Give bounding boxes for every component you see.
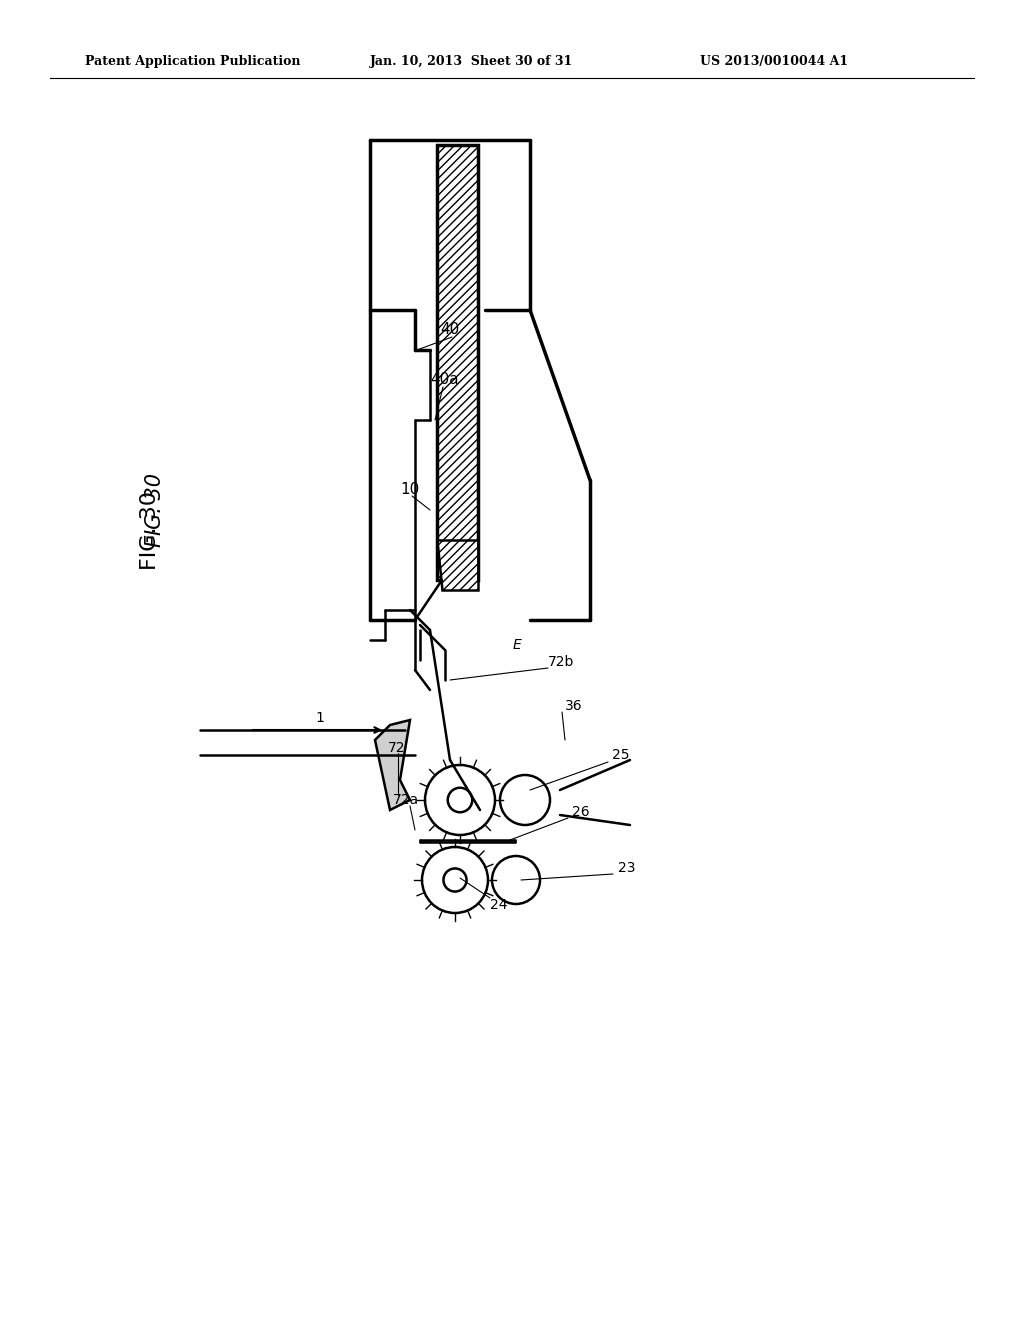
Text: 36: 36 — [565, 700, 583, 713]
Text: FIG. 30: FIG. 30 — [145, 473, 165, 546]
Bar — [437, 145, 478, 579]
Polygon shape — [375, 719, 410, 810]
Text: 25: 25 — [612, 748, 630, 762]
Text: 40a: 40a — [430, 372, 459, 388]
Text: 1: 1 — [315, 711, 324, 725]
Text: 72b: 72b — [548, 655, 574, 669]
Text: 72a: 72a — [393, 793, 419, 807]
Text: E: E — [513, 638, 522, 652]
Text: 10: 10 — [400, 483, 419, 498]
Text: 26: 26 — [572, 805, 590, 818]
Text: US 2013/0010044 A1: US 2013/0010044 A1 — [700, 55, 848, 69]
Text: 24: 24 — [490, 898, 508, 912]
Text: Patent Application Publication: Patent Application Publication — [85, 55, 300, 69]
Text: 72: 72 — [388, 741, 406, 755]
Text: FIG. 30: FIG. 30 — [140, 491, 160, 569]
Text: 23: 23 — [618, 861, 636, 875]
Text: Jan. 10, 2013  Sheet 30 of 31: Jan. 10, 2013 Sheet 30 of 31 — [370, 55, 573, 69]
Text: 40: 40 — [440, 322, 459, 338]
Polygon shape — [437, 540, 478, 590]
